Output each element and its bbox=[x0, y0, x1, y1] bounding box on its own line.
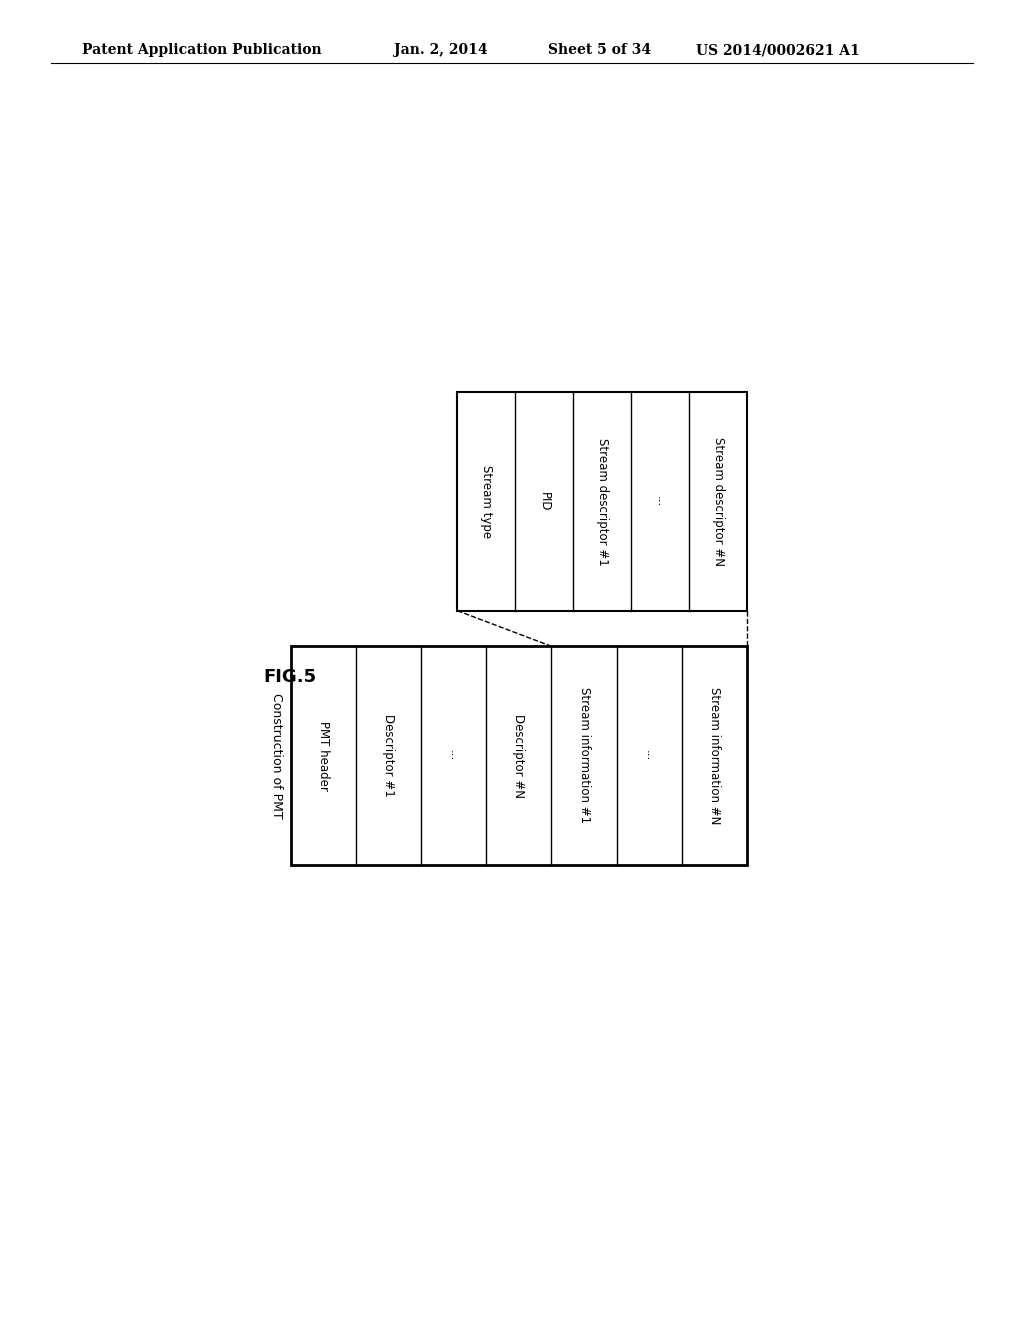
Text: FIG.5: FIG.5 bbox=[263, 668, 316, 686]
Text: ...: ... bbox=[653, 496, 667, 507]
Bar bbox=[291, 647, 748, 865]
Text: Descriptor #N: Descriptor #N bbox=[512, 714, 525, 797]
Text: Patent Application Publication: Patent Application Publication bbox=[82, 44, 322, 57]
Text: Jan. 2, 2014: Jan. 2, 2014 bbox=[394, 44, 487, 57]
Text: Stream information #N: Stream information #N bbox=[708, 686, 721, 824]
Text: Descriptor #1: Descriptor #1 bbox=[382, 714, 395, 797]
Text: Stream information #1: Stream information #1 bbox=[578, 688, 591, 824]
Text: PMT header: PMT header bbox=[316, 721, 330, 791]
Text: PID: PID bbox=[538, 491, 551, 511]
Text: Sheet 5 of 34: Sheet 5 of 34 bbox=[548, 44, 651, 57]
Text: Stream descriptor #N: Stream descriptor #N bbox=[712, 437, 725, 566]
Text: ...: ... bbox=[643, 750, 655, 762]
Bar bbox=[458, 392, 748, 611]
Text: Stream descriptor #1: Stream descriptor #1 bbox=[596, 437, 608, 565]
Text: Construction of PMT: Construction of PMT bbox=[269, 693, 283, 818]
Text: US 2014/0002621 A1: US 2014/0002621 A1 bbox=[696, 44, 860, 57]
Text: Stream type: Stream type bbox=[480, 465, 493, 539]
Text: ...: ... bbox=[447, 750, 460, 762]
